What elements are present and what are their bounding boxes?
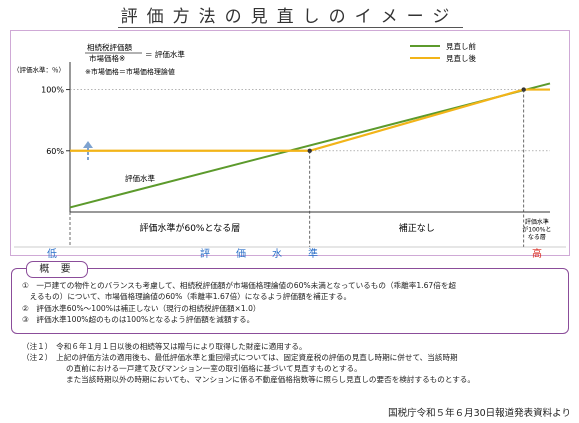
formula-denominator: 市場価格※ bbox=[89, 53, 125, 63]
note-2-cont-1: の直前における一戸建て及びマンション一室の取引価格に基づいて見直すものとする。 bbox=[66, 364, 362, 373]
series-group bbox=[69, 82, 551, 209]
y-axis-label: （評価水準：％） bbox=[13, 65, 65, 74]
overview-box bbox=[11, 268, 569, 334]
note-2-cont-2: また当該時期以外の時期においても、マンションに係る不動産価格指数等に照らし見直し… bbox=[66, 375, 475, 384]
series-line-after bbox=[70, 88, 550, 152]
note-2: （注２） 上記の評価方法の適用後も、最低評価水準と重回帰式については、固定資産税… bbox=[22, 353, 458, 362]
x-axis-low-label: 低 bbox=[47, 247, 57, 260]
valuation-chart: 相続税評価額 市場価格※ ＝ 評価水準 ※市場価格＝市場価格理論値 （評価水準：… bbox=[13, 41, 566, 260]
source-credit: 国税庁令和５年６月30日報道発表資料より bbox=[388, 408, 571, 419]
y-tick-label-0: 100% bbox=[41, 86, 64, 95]
region-label-2-0: 評価水準 bbox=[525, 218, 549, 226]
region-label-2-2: なる層 bbox=[528, 234, 546, 241]
chart-frame bbox=[10, 30, 570, 256]
y-tick-label-1: 60% bbox=[46, 147, 64, 156]
overview-heading: 概 要 bbox=[26, 261, 88, 278]
formula-note: ※市場価格＝市場価格理論値 bbox=[85, 67, 175, 76]
region-label-2-1: が100%と bbox=[522, 226, 551, 234]
legend-label-before: 見直し前 bbox=[446, 41, 476, 51]
formula-result: ＝ 評価水準 bbox=[145, 49, 185, 59]
formula: 相続税評価額 市場価格※ ＝ 評価水準 ※市場価格＝市場価格理論値 bbox=[85, 42, 185, 76]
x-axis-high-label: 高 bbox=[532, 247, 542, 260]
overview-item-3: ③ 評価水準100%超のものは100%となるよう評価額を減額する。 bbox=[22, 315, 255, 324]
note-2-tag: （注２） bbox=[22, 353, 49, 362]
title-underline bbox=[118, 27, 463, 28]
y-ticks: 100% 60% bbox=[41, 86, 550, 156]
overview-item-1: ① 一戸建ての物件とのバランスも考慮して、相続税評価額が市場価格理論値の60%未… bbox=[22, 281, 457, 290]
adjustment-arrow bbox=[83, 141, 93, 160]
legend-label-after: 見直し後 bbox=[446, 53, 476, 63]
x-axis-middle-label: 評 価 水 準 bbox=[200, 247, 326, 260]
line-label-evaluation-level: 評価水準 bbox=[125, 173, 155, 183]
overview-item-2: ② 評価水準60%～100%は補正しない（現行の相続税評価額×1.0） bbox=[22, 304, 261, 313]
formula-numerator: 相続税評価額 bbox=[87, 42, 132, 52]
legend: 見直し前 見直し後 bbox=[410, 41, 476, 63]
note-2-text: 上記の評価方法の適用後も、最低評価水準と重回帰式については、固定資産税の評価の見… bbox=[48, 353, 458, 362]
overview-item-1-cont: えるもの）について、市場価格理論値の60%（乖離率1.67倍）になるよう評価額を… bbox=[22, 292, 352, 301]
region-label-1-0: 補正なし bbox=[399, 222, 435, 234]
region-label-0-0: 評価水準が60%となる層 bbox=[139, 222, 240, 234]
note-1: （注１） 令和６年１月１日以後の相続等又は贈与により取得した財産に適用する。 bbox=[22, 342, 307, 351]
page-title: 評価方法の見直しのイメージ bbox=[120, 7, 459, 27]
note-1-text: 令和６年１月１日以後の相続等又は贈与により取得した財産に適用する。 bbox=[48, 342, 307, 351]
note-1-tag: （注１） bbox=[22, 342, 49, 351]
